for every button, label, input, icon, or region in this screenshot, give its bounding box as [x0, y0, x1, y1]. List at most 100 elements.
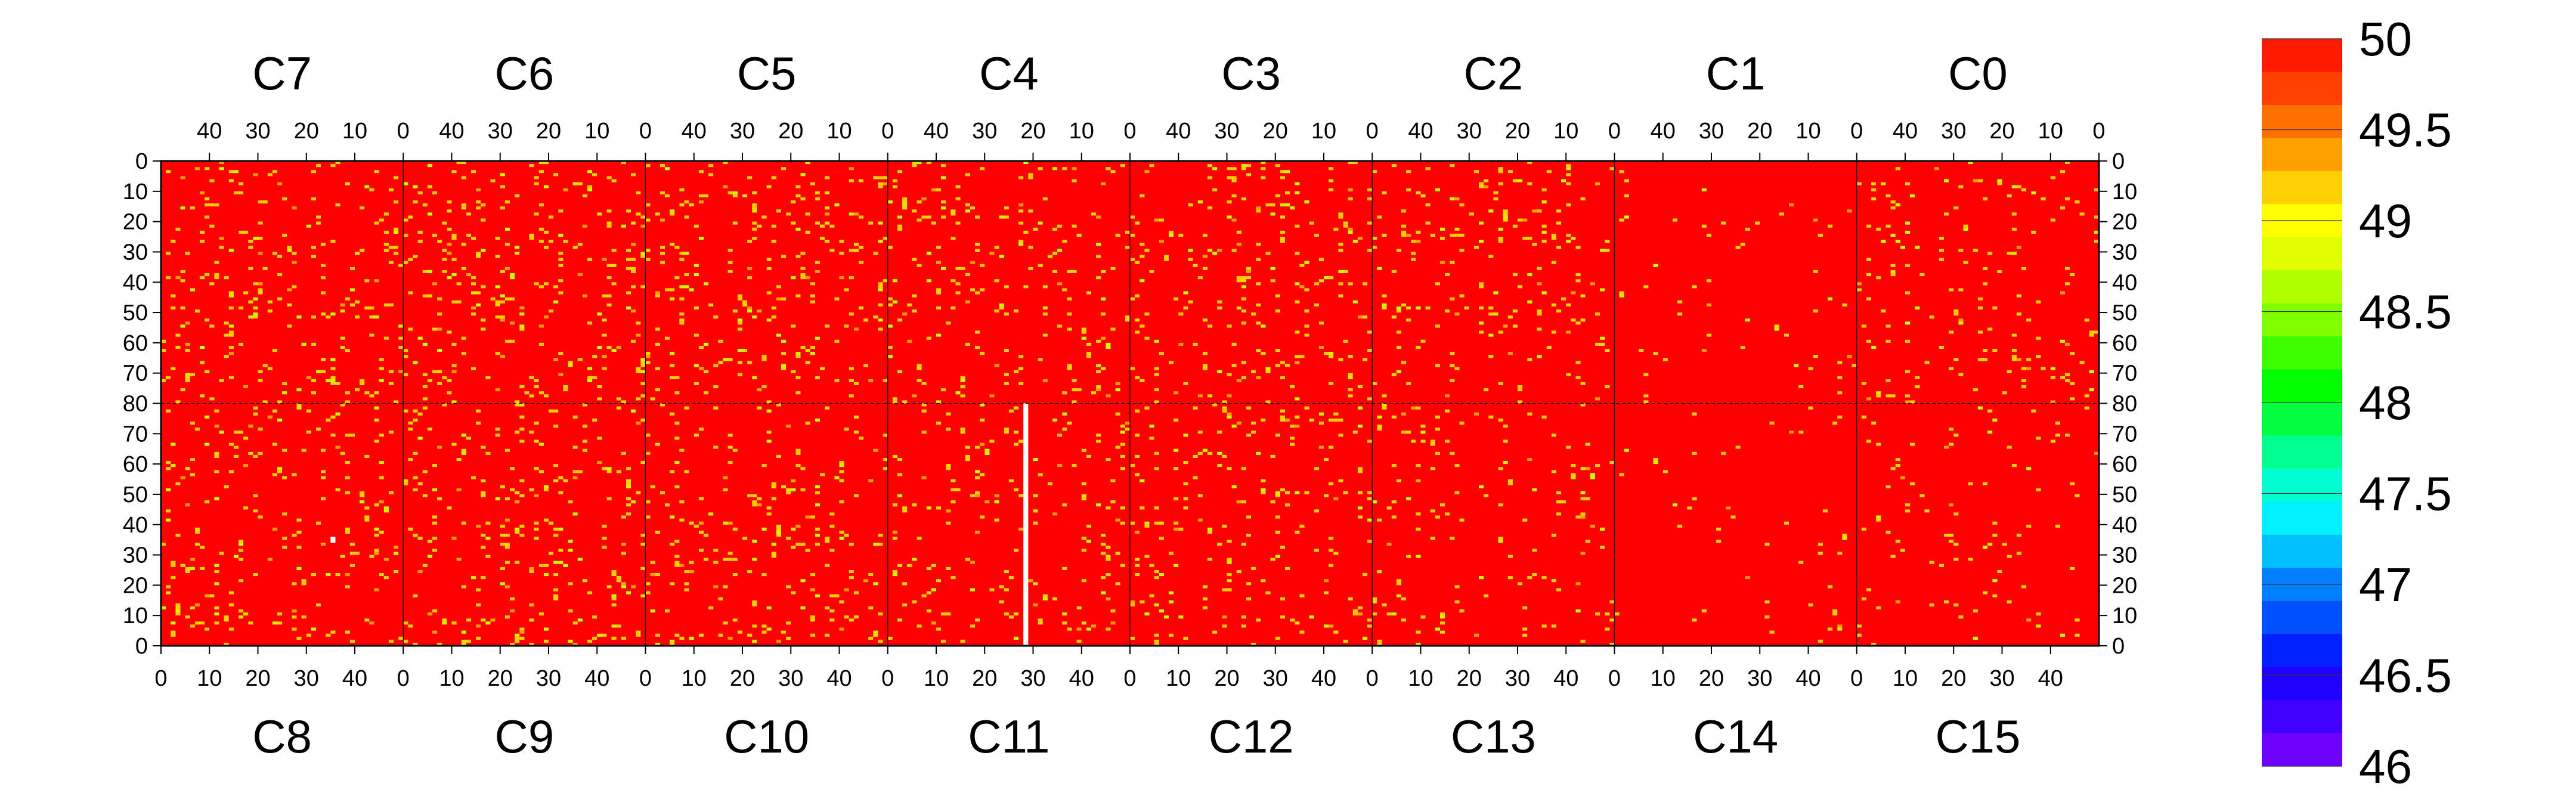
heatmap-cell: [1856, 282, 1862, 286]
heatmap-cell: [2089, 370, 2094, 373]
heatmap-cell: [239, 191, 244, 194]
heatmap-cell: [776, 530, 781, 534]
heatmap-cell: [1837, 361, 1843, 364]
heatmap-cell: [374, 534, 379, 537]
heatmap-cell: [1290, 436, 1295, 440]
heatmap-cell: [1910, 482, 1915, 485]
heatmap-cell: [713, 585, 719, 589]
heatmap-cell: [679, 312, 685, 316]
heatmap-cell: [1072, 167, 1077, 171]
heatmap-cell: [1096, 364, 1101, 367]
heatmap-cell: [422, 270, 428, 273]
heatmap-cell: [1159, 240, 1164, 243]
heatmap-cell: [277, 418, 283, 422]
heatmap-cell: [1624, 448, 1629, 452]
heatmap-cell: [239, 230, 244, 234]
heatmap-cell: [1227, 412, 1232, 416]
heatmap-cell: [1174, 564, 1179, 567]
heatmap-cell: [481, 534, 486, 537]
heatmap-cell: [684, 570, 689, 574]
heatmap-cell: [1987, 327, 1993, 331]
heatmap-cell: [1042, 333, 1048, 337]
heatmap-cell: [1222, 588, 1227, 592]
heatmap-cell: [577, 558, 583, 561]
heatmap-cell: [262, 400, 268, 404]
top-x-tick-label: 10: [584, 119, 609, 144]
heatmap-cell: [1885, 224, 1891, 228]
heatmap-cell: [679, 258, 685, 261]
heatmap-cell: [1008, 479, 1014, 482]
colorbar-tick-label: 46: [2359, 740, 2412, 793]
heatmap-cell: [563, 385, 568, 389]
heatmap-cell: [185, 467, 190, 470]
heatmap-cell: [1352, 612, 1358, 616]
heatmap-cell: [481, 203, 486, 207]
heatmap-cell: [771, 315, 776, 319]
bottom-x-tick-label: 40: [1069, 666, 1094, 691]
heatmap-cell: [1014, 370, 1019, 373]
heatmap-cell: [955, 488, 961, 491]
heatmap-cell: [417, 336, 423, 340]
heatmap-cell: [984, 451, 990, 455]
heatmap-cell: [427, 379, 432, 382]
heatmap-cell: [374, 527, 379, 531]
heatmap-cell: [1890, 200, 1896, 204]
heatmap-cell: [950, 488, 956, 491]
heatmap-cell: [602, 355, 607, 358]
heatmap-cell: [825, 324, 830, 328]
heatmap-cell: [839, 600, 844, 603]
heatmap-cell: [1435, 451, 1440, 455]
heatmap-cell: [1367, 330, 1373, 334]
heatmap-cell: [2055, 422, 2060, 425]
heatmap-cell: [495, 352, 500, 355]
heatmap-cell: [1561, 179, 1566, 182]
heatmap-cell: [1856, 633, 1862, 637]
heatmap-cell: [1953, 603, 1959, 606]
heatmap-cell: [500, 566, 505, 570]
heatmap-cell: [597, 633, 602, 637]
heatmap-cell: [1813, 218, 1818, 222]
heatmap-cell: [417, 230, 423, 234]
heatmap-cell: [1571, 464, 1576, 467]
heatmap-cell: [631, 285, 636, 289]
heatmap-cell: [1396, 346, 1401, 349]
heatmap-cell: [277, 255, 283, 258]
heatmap-cell: [839, 240, 844, 243]
heatmap-cell: [645, 355, 651, 358]
heatmap-cell: [374, 315, 379, 319]
heatmap-cell: [1270, 500, 1275, 504]
heatmap-cell: [631, 221, 636, 225]
heatmap-cell: [1304, 309, 1309, 313]
heatmap-cell: [1261, 479, 1266, 482]
heatmap-cell: [1072, 388, 1077, 392]
heatmap-cell: [752, 540, 757, 543]
heatmap-cell: [1086, 540, 1091, 543]
heatmap-cell: [1261, 324, 1266, 328]
heatmap-cell: [1047, 482, 1052, 485]
heatmap-cell: [1401, 209, 1407, 213]
heatmap-cell: [917, 624, 922, 628]
heatmap-cell: [379, 476, 384, 479]
heatmap-cell: [693, 382, 699, 385]
heatmap-cell: [975, 445, 980, 449]
heatmap-cell: [171, 633, 176, 637]
heatmap-cell: [640, 364, 646, 367]
heatmap-cell: [771, 306, 776, 309]
heatmap-cell: [1295, 252, 1300, 255]
heatmap-cell: [1363, 573, 1368, 577]
heatmap-cell: [1580, 552, 1586, 555]
heatmap-cell: [1692, 618, 1697, 622]
heatmap-cell: [543, 394, 549, 398]
heatmap-cell: [1454, 464, 1460, 467]
heatmap-cell: [1890, 264, 1896, 267]
heatmap-cell: [1236, 570, 1241, 574]
heatmap-cell: [1174, 418, 1179, 422]
heatmap-cell: [1609, 618, 1615, 622]
heatmap-cell: [1396, 330, 1401, 334]
heatmap-cell: [345, 461, 350, 465]
heatmap-cell: [1643, 373, 1649, 376]
top-x-tick-label: 20: [778, 119, 803, 144]
heatmap-cell: [917, 379, 922, 382]
heatmap-cell: [1566, 182, 1571, 185]
heatmap-cell: [461, 161, 466, 165]
